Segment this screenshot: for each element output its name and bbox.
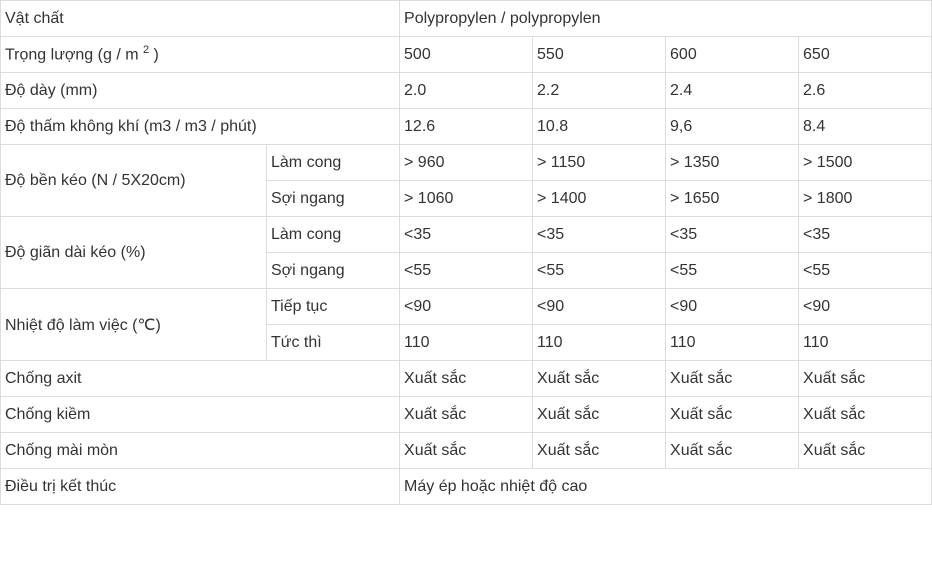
cell-alkali-v3: Xuất sắc: [799, 397, 932, 433]
cell-temperature-cont-v3: <90: [799, 289, 932, 325]
table-row: Chống kiềm Xuất sắc Xuất sắc Xuất sắc Xu…: [1, 397, 932, 433]
cell-finish-value: Máy ép hoặc nhiệt độ cao: [400, 469, 932, 505]
weight-label-prefix: Trọng lượng (g / m: [5, 47, 143, 64]
cell-acid-label: Chống axit: [1, 361, 400, 397]
cell-permeability-v1: 10.8: [533, 109, 666, 145]
cell-weight-label: Trọng lượng (g / m 2 ): [1, 37, 400, 73]
table-row: Trọng lượng (g / m 2 ) 500 550 600 650: [1, 37, 932, 73]
spec-table: Vật chất Polypropylen / polypropylen Trọ…: [0, 0, 932, 505]
cell-temperature-instant-v1: 110: [533, 325, 666, 361]
cell-acid-v3: Xuất sắc: [799, 361, 932, 397]
cell-temperature-instant-v2: 110: [666, 325, 799, 361]
cell-acid-v0: Xuất sắc: [400, 361, 533, 397]
cell-abrasion-v2: Xuất sắc: [666, 433, 799, 469]
table-row: Chống mài mòn Xuất sắc Xuất sắc Xuất sắc…: [1, 433, 932, 469]
cell-permeability-label: Độ thấm không khí (m3 / m3 / phút): [1, 109, 400, 145]
cell-tensile-weft-v1: > 1400: [533, 181, 666, 217]
cell-elongation-weft-v0: <55: [400, 253, 533, 289]
cell-weight-v1: 550: [533, 37, 666, 73]
table-row: Vật chất Polypropylen / polypropylen: [1, 1, 932, 37]
table-row: Độ giãn dài kéo (%) Làm cong <35 <35 <35…: [1, 217, 932, 253]
cell-elongation-weft-v3: <55: [799, 253, 932, 289]
table-row: Điều trị kết thúc Máy ép hoặc nhiệt độ c…: [1, 469, 932, 505]
cell-permeability-v0: 12.6: [400, 109, 533, 145]
cell-tensile-weft-v2: > 1650: [666, 181, 799, 217]
cell-elongation-warp-label: Làm cong: [267, 217, 400, 253]
table-row: Nhiệt độ làm việc (℃) Tiếp tục <90 <90 <…: [1, 289, 932, 325]
cell-abrasion-v3: Xuất sắc: [799, 433, 932, 469]
cell-tensile-weft-v0: > 1060: [400, 181, 533, 217]
cell-temperature-instant-v3: 110: [799, 325, 932, 361]
table-row: Độ bền kéo (N / 5X20cm) Làm cong > 960 >…: [1, 145, 932, 181]
cell-alkali-v2: Xuất sắc: [666, 397, 799, 433]
cell-permeability-v2: 9,6: [666, 109, 799, 145]
cell-material-label: Vật chất: [1, 1, 400, 37]
cell-temperature-cont-v0: <90: [400, 289, 533, 325]
cell-weight-v0: 500: [400, 37, 533, 73]
cell-permeability-v3: 8.4: [799, 109, 932, 145]
cell-elongation-label: Độ giãn dài kéo (%): [1, 217, 267, 289]
cell-thickness-v2: 2.4: [666, 73, 799, 109]
cell-elongation-warp-v1: <35: [533, 217, 666, 253]
cell-thickness-label: Độ dày (mm): [1, 73, 400, 109]
cell-thickness-v1: 2.2: [533, 73, 666, 109]
cell-abrasion-v0: Xuất sắc: [400, 433, 533, 469]
cell-elongation-warp-v0: <35: [400, 217, 533, 253]
cell-elongation-weft-v1: <55: [533, 253, 666, 289]
cell-acid-v1: Xuất sắc: [533, 361, 666, 397]
table-row: Chống axit Xuất sắc Xuất sắc Xuất sắc Xu…: [1, 361, 932, 397]
cell-tensile-warp-v3: > 1500: [799, 145, 932, 181]
cell-thickness-v3: 2.6: [799, 73, 932, 109]
cell-tensile-warp-v2: > 1350: [666, 145, 799, 181]
cell-elongation-warp-v3: <35: [799, 217, 932, 253]
cell-alkali-v1: Xuất sắc: [533, 397, 666, 433]
cell-elongation-weft-label: Sợi ngang: [267, 253, 400, 289]
cell-temperature-cont-v2: <90: [666, 289, 799, 325]
cell-finish-label: Điều trị kết thúc: [1, 469, 400, 505]
cell-temperature-instant-label: Tức thì: [267, 325, 400, 361]
cell-temperature-instant-v0: 110: [400, 325, 533, 361]
cell-temperature-label: Nhiệt độ làm việc (℃): [1, 289, 267, 361]
cell-acid-v2: Xuất sắc: [666, 361, 799, 397]
table-row: Độ dày (mm) 2.0 2.2 2.4 2.6: [1, 73, 932, 109]
cell-temperature-cont-label: Tiếp tục: [267, 289, 400, 325]
cell-temperature-cont-v1: <90: [533, 289, 666, 325]
cell-elongation-warp-v2: <35: [666, 217, 799, 253]
cell-weight-v2: 600: [666, 37, 799, 73]
cell-tensile-weft-label: Sợi ngang: [267, 181, 400, 217]
cell-tensile-label: Độ bền kéo (N / 5X20cm): [1, 145, 267, 217]
cell-thickness-v0: 2.0: [400, 73, 533, 109]
cell-tensile-weft-v3: > 1800: [799, 181, 932, 217]
weight-label-suffix: ): [149, 47, 159, 64]
cell-alkali-v0: Xuất sắc: [400, 397, 533, 433]
cell-abrasion-v1: Xuất sắc: [533, 433, 666, 469]
table-row: Độ thấm không khí (m3 / m3 / phút) 12.6 …: [1, 109, 932, 145]
cell-tensile-warp-label: Làm cong: [267, 145, 400, 181]
cell-material-value: Polypropylen / polypropylen: [400, 1, 932, 37]
cell-alkali-label: Chống kiềm: [1, 397, 400, 433]
cell-tensile-warp-v1: > 1150: [533, 145, 666, 181]
cell-abrasion-label: Chống mài mòn: [1, 433, 400, 469]
cell-tensile-warp-v0: > 960: [400, 145, 533, 181]
cell-weight-v3: 650: [799, 37, 932, 73]
cell-elongation-weft-v2: <55: [666, 253, 799, 289]
